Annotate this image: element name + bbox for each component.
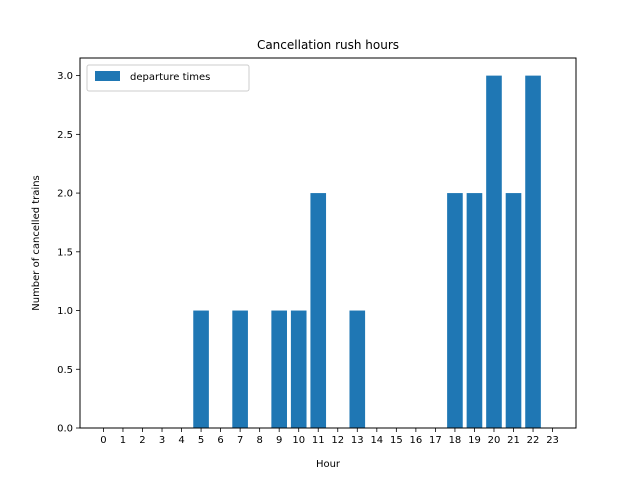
x-tick-label: 8	[256, 435, 262, 446]
x-tick-label: 14	[370, 435, 383, 446]
bar-hour-13	[349, 310, 366, 428]
bar-hour-21	[505, 193, 522, 428]
y-tick-label: 2.5	[57, 130, 73, 141]
x-tick-label: 23	[546, 435, 559, 446]
x-tick-label: 9	[276, 435, 282, 446]
x-tick-label: 15	[390, 435, 403, 446]
y-tick-label: 3.0	[57, 71, 73, 82]
x-tick-label: 0	[100, 435, 106, 446]
legend: departure times	[86, 64, 250, 92]
legend-label: departure times	[130, 72, 210, 83]
y-tick-label: 2.0	[57, 189, 73, 200]
bar-hour-11	[310, 193, 327, 428]
chart-title: Cancellation rush hours	[257, 38, 399, 52]
x-tick-label: 17	[429, 435, 442, 446]
legend-box	[86, 64, 250, 92]
x-axis-title: Hour	[316, 459, 341, 470]
x-tick-label: 21	[507, 435, 520, 446]
x-tick-label: 12	[331, 435, 344, 446]
x-tick-label: 16	[410, 435, 423, 446]
y-tick-label: 0.5	[57, 365, 73, 376]
bars-group	[193, 75, 541, 429]
bar-hour-7	[232, 310, 248, 428]
x-tick-label: 6	[217, 435, 223, 446]
x-tick-label: 7	[237, 435, 243, 446]
x-tick-label: 20	[488, 435, 501, 446]
bar-hour-10	[290, 310, 307, 428]
legend-swatch	[95, 71, 120, 81]
x-tick-label: 18	[449, 435, 462, 446]
y-axis-title: Number of cancelled trains	[31, 175, 42, 311]
bar-hour-18	[447, 193, 463, 428]
y-axis-ticks: 0.0 0.5 1.0 1.5 2.0 2.5 3.0	[57, 71, 80, 435]
bar-hour-20	[486, 75, 502, 429]
x-tick-label: 2	[139, 435, 145, 446]
bar-hour-22	[525, 75, 541, 429]
x-tick-label: 4	[178, 435, 184, 446]
bar-hour-9	[271, 310, 287, 428]
bar-hour-5	[193, 310, 209, 428]
y-tick-label: 1.5	[57, 247, 73, 258]
x-tick-label: 5	[198, 435, 204, 446]
x-axis-ticks: 0 1 2 3 4 5 6 7 8 9 10 11 12 13 14 15 16 17 18 19 20 21 22 23	[100, 428, 559, 446]
x-tick-label: 11	[312, 435, 325, 446]
x-tick-label: 13	[351, 435, 364, 446]
y-tick-label: 1.0	[57, 306, 73, 317]
x-tick-label: 22	[527, 435, 540, 446]
x-tick-label: 10	[292, 435, 305, 446]
x-tick-label: 3	[159, 435, 165, 446]
plot-frame	[79, 57, 577, 429]
x-tick-label: 1	[120, 435, 126, 446]
bar-hour-19	[466, 193, 483, 428]
x-tick-label: 19	[468, 435, 481, 446]
y-tick-label: 0.0	[57, 424, 73, 435]
